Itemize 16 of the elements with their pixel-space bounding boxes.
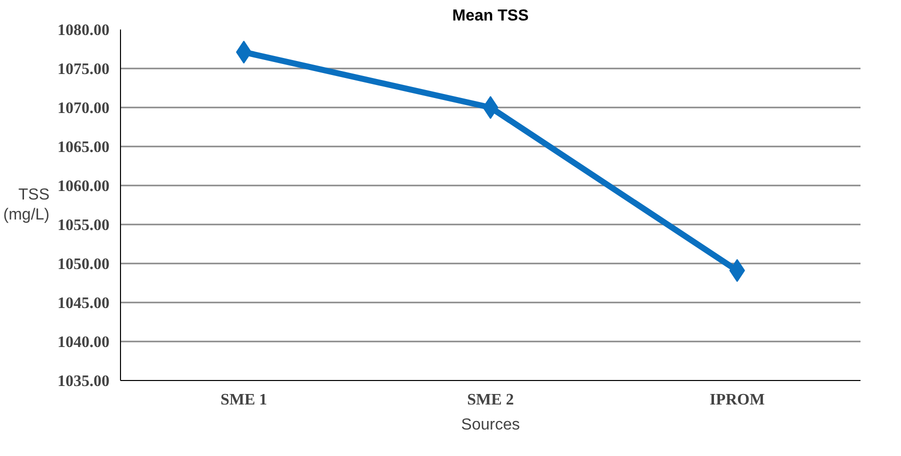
x-axis-title: Sources	[461, 416, 520, 434]
x-tick-label: IPROM	[710, 392, 765, 408]
x-tick-label: SME 2	[467, 392, 514, 408]
y-tick-label: 1080.00	[58, 22, 110, 39]
y-tick-label: 1065.00	[58, 139, 110, 156]
y-tick-label: 1055.00	[58, 217, 110, 234]
chart-title: Mean TSS	[452, 8, 530, 24]
y-tick-label: 1035.00	[58, 373, 110, 390]
y-tick-label: 1045.00	[58, 295, 110, 312]
y-axis-title: TSS (mg/L)	[3, 186, 50, 224]
y-tick-label: 1070.00	[58, 100, 110, 117]
y-tick-label: 1050.00	[58, 256, 110, 273]
y-tick-label: 1075.00	[58, 61, 110, 78]
y-tick-label: 1060.00	[58, 178, 110, 195]
y-tick-label: 1040.00	[58, 334, 110, 351]
x-tick-label: SME 1	[220, 392, 268, 408]
